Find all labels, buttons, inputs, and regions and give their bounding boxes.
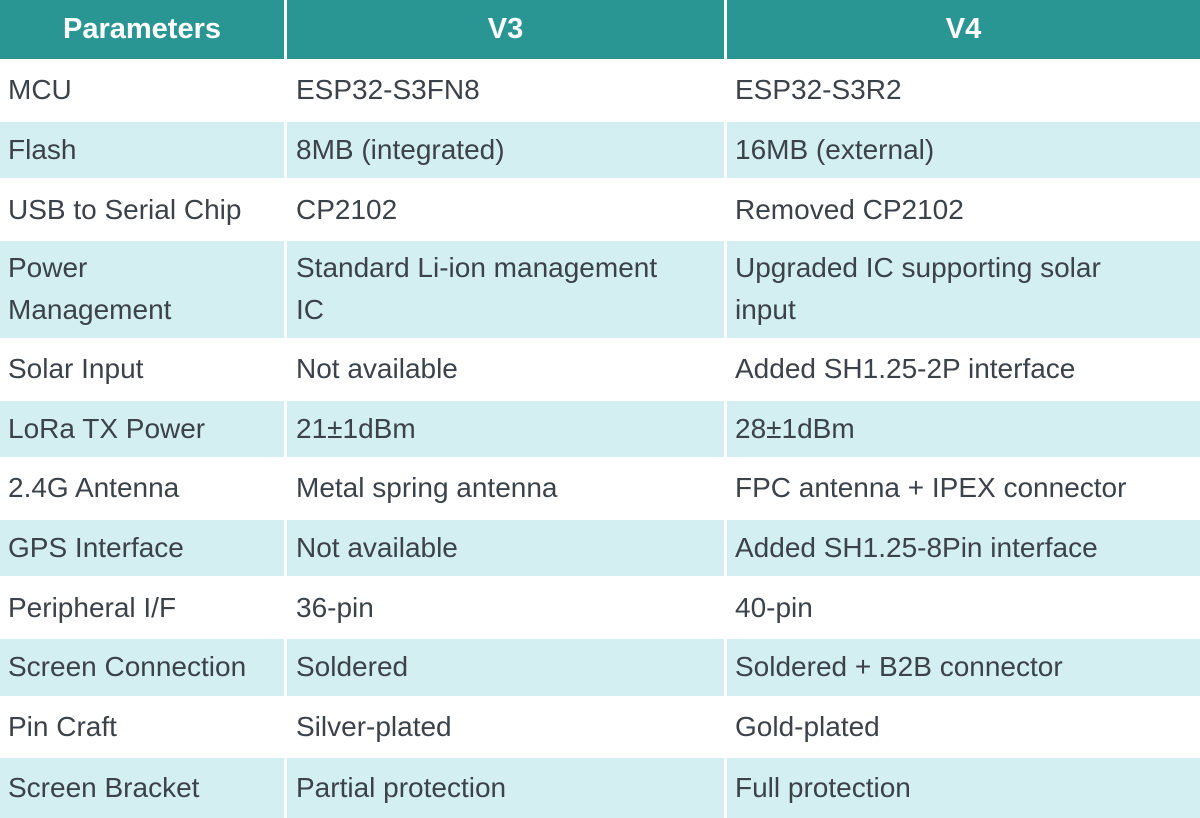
table-row: MCU ESP32-S3FN8 ESP32-S3R2 bbox=[0, 62, 1200, 122]
v3-value-cell: Silver-plated bbox=[284, 698, 724, 759]
v4-value-cell: Removed CP2102 bbox=[724, 181, 1200, 241]
parameter-cell: MCU bbox=[0, 62, 284, 122]
header-row: Parameters V3 V4 bbox=[0, 0, 1200, 62]
v4-value-cell: ESP32-S3R2 bbox=[724, 62, 1200, 122]
parameter-cell: Screen Connection bbox=[0, 639, 284, 699]
parameter-cell: Flash bbox=[0, 121, 284, 182]
v4-value-cell: Added SH1.25-8Pin interface bbox=[724, 519, 1200, 580]
table-row: Screen Bracket Partial protection Full p… bbox=[0, 758, 1200, 818]
parameter-cell: Solar Input bbox=[0, 340, 284, 401]
v4-value-cell: Soldered + B2B connector bbox=[724, 639, 1200, 699]
parameter-cell: Peripheral I/F bbox=[0, 579, 284, 640]
parameter-cell: Screen Bracket bbox=[0, 758, 284, 818]
table-row: 2.4G Antenna Metal spring antenna FPC an… bbox=[0, 460, 1200, 520]
table-row: Solar Input Not available Added SH1.25-2… bbox=[0, 340, 1200, 401]
v3-value-cell: Soldered bbox=[284, 639, 724, 699]
v3-value-cell: 36-pin bbox=[284, 579, 724, 640]
v4-value-cell: 28±1dBm bbox=[724, 400, 1200, 461]
parameter-cell: LoRa TX Power bbox=[0, 400, 284, 461]
v3-value-cell: 21±1dBm bbox=[284, 400, 724, 461]
v3-value-cell: 8MB (integrated) bbox=[284, 121, 724, 182]
parameter-cell: Power Management bbox=[0, 240, 284, 341]
v4-value-cell: 16MB (external) bbox=[724, 121, 1200, 182]
table-row: Screen Connection Soldered Soldered + B2… bbox=[0, 639, 1200, 699]
v3-value-cell: Not available bbox=[284, 519, 724, 580]
parameter-cell: Pin Craft bbox=[0, 698, 284, 759]
table-row: Flash 8MB (integrated) 16MB (external) bbox=[0, 121, 1200, 182]
table-row: Pin Craft Silver-plated Gold-plated bbox=[0, 698, 1200, 759]
v4-value-cell: Full protection bbox=[724, 758, 1200, 818]
parameter-cell: USB to Serial Chip bbox=[0, 181, 284, 241]
table-row: USB to Serial Chip CP2102 Removed CP2102 bbox=[0, 181, 1200, 241]
v4-value-cell: 40-pin bbox=[724, 579, 1200, 640]
table-row: LoRa TX Power 21±1dBm 28±1dBm bbox=[0, 400, 1200, 461]
v4-value-cell: Gold-plated bbox=[724, 698, 1200, 759]
v3-value-cell: Partial protection bbox=[284, 758, 724, 818]
table-body: MCU ESP32-S3FN8 ESP32-S3R2 Flash 8MB (in… bbox=[0, 62, 1200, 818]
v3-value-cell: ESP32-S3FN8 bbox=[284, 62, 724, 122]
header-cell-parameters: Parameters bbox=[0, 0, 284, 62]
table-row: GPS Interface Not available Added SH1.25… bbox=[0, 519, 1200, 580]
table-row: Power Management Standard Li-ion managem… bbox=[0, 240, 1200, 341]
parameter-cell: GPS Interface bbox=[0, 519, 284, 580]
v4-value-cell: Upgraded IC supporting solar input bbox=[724, 240, 1200, 341]
v3-value-cell: Standard Li-ion management IC bbox=[284, 240, 724, 341]
header-cell-v4: V4 bbox=[724, 0, 1200, 62]
parameter-cell: 2.4G Antenna bbox=[0, 460, 284, 520]
v3-value-cell: Metal spring antenna bbox=[284, 460, 724, 520]
v4-value-cell: FPC antenna + IPEX connector bbox=[724, 460, 1200, 520]
table-row: Peripheral I/F 36-pin 40-pin bbox=[0, 579, 1200, 640]
header-cell-v3: V3 bbox=[284, 0, 724, 62]
v4-value-cell: Added SH1.25-2P interface bbox=[724, 340, 1200, 401]
v3-value-cell: CP2102 bbox=[284, 181, 724, 241]
v3-value-cell: Not available bbox=[284, 340, 724, 401]
